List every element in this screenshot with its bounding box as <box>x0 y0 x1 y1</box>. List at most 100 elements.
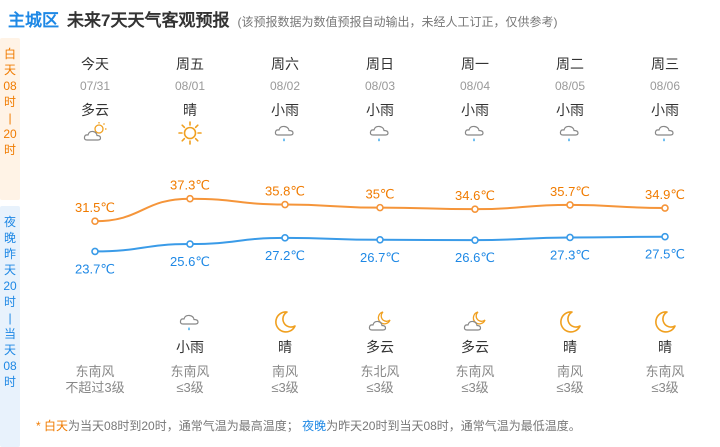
night-label-char: 时 <box>3 375 16 389</box>
area-name[interactable]: 主城区 <box>8 11 59 30</box>
weekday-label: 今天 <box>81 56 109 72</box>
low-temp-label: 26.7℃ <box>360 250 400 265</box>
high-temp-point <box>661 204 669 212</box>
weekday-label: 周六 <box>271 56 299 72</box>
footer-day-keyword: 白天 <box>44 419 69 433</box>
high-temp-label: 31.5℃ <box>75 200 115 215</box>
wind-direction: 南风 <box>556 364 583 379</box>
light-rain-icon <box>557 120 583 146</box>
night-weather-label: 晴 <box>563 339 577 355</box>
high-temp-point <box>91 217 99 225</box>
wind-level: ≤3级 <box>271 380 299 395</box>
weekday-label: 周日 <box>366 56 394 72</box>
high-temp-point <box>471 205 479 213</box>
high-temp-point <box>376 203 384 212</box>
night-weather-label: 晴 <box>278 339 292 355</box>
page-header: 主城区 未来7天天气客观预报 (该预报数据为数值预报自动输出，未经人工订正，仅供… <box>8 6 558 30</box>
light-rain-icon <box>177 309 203 335</box>
cloudy-night-icon <box>462 309 488 335</box>
low-temp-label: 27.3℃ <box>550 247 590 262</box>
footer-star: * <box>36 419 41 433</box>
footer-night-text: 为昨天20时到当天08时，通常气温为最低温度。 <box>326 419 581 433</box>
date-label: 08/02 <box>269 79 301 93</box>
date-label: 08/06 <box>649 79 681 93</box>
low-temp-point <box>376 235 384 244</box>
wind-direction: 东南风 <box>455 364 495 379</box>
night-label-char: 昨 <box>3 247 16 261</box>
night-weather-label: 多云 <box>366 339 394 355</box>
high-temp-point <box>281 200 289 209</box>
day-label-char: 时 <box>3 143 16 157</box>
date-label: 07/31 <box>79 79 111 93</box>
low-temp-point <box>186 240 194 248</box>
day-label-char: 20 <box>3 127 17 141</box>
low-temp-label: 23.7℃ <box>75 261 115 276</box>
night-label-char: 时 <box>3 295 16 309</box>
night-label-char: 当 <box>3 327 16 341</box>
cloudy-night-icon <box>367 309 393 335</box>
night-label-char: 08 <box>3 359 17 373</box>
high-temp-label: 37.3℃ <box>170 178 210 193</box>
day-weather-label: 小雨 <box>461 102 489 118</box>
night-label-char: | <box>8 311 12 325</box>
high-temp-label: 35℃ <box>365 187 394 202</box>
weekday-label: 周五 <box>176 56 204 72</box>
sun-icon <box>177 120 203 146</box>
day-label-char: 时 <box>3 95 16 109</box>
weekday-label: 周二 <box>556 56 584 72</box>
light-rain-icon <box>272 120 298 146</box>
low-temp-point <box>566 233 574 242</box>
high-temp-label: 34.6℃ <box>455 188 495 203</box>
weekday-label: 周一 <box>461 56 489 72</box>
wind-direction: 东南风 <box>645 364 685 379</box>
day-label-char: 天 <box>3 63 16 77</box>
disclaimer-note: (该预报数据为数值预报自动输出，未经人工订正，仅供参考) <box>237 15 558 29</box>
high-temp-label: 35.8℃ <box>265 184 305 199</box>
day-weather-label: 小雨 <box>366 102 394 118</box>
wind-level: ≤3级 <box>176 380 204 395</box>
footer-night-keyword: 夜晚 <box>302 419 327 433</box>
day-label-char: 白 <box>3 47 16 61</box>
wind-level: ≤3级 <box>556 380 584 395</box>
date-label: 08/03 <box>364 79 396 93</box>
day-weather-label: 小雨 <box>651 102 679 118</box>
date-label: 08/01 <box>174 79 206 93</box>
night-label-char: 天 <box>3 343 16 357</box>
high-temp-point <box>566 201 574 209</box>
light-rain-icon <box>462 120 488 146</box>
high-temp-label: 35.7℃ <box>550 184 590 199</box>
wind-level: 不超过3级 <box>65 380 125 395</box>
wind-level: ≤3级 <box>366 380 394 395</box>
moon-icon <box>652 309 678 335</box>
light-rain-icon <box>652 120 678 146</box>
low-temp-label: 26.6℃ <box>455 250 495 265</box>
high-temp-point <box>186 194 194 203</box>
low-temp-point <box>281 234 289 242</box>
night-weather-label: 晴 <box>658 339 672 355</box>
moon-icon <box>272 309 298 335</box>
day-label-char: | <box>8 111 12 125</box>
page-title: 未来7天天气客观预报 <box>67 11 230 30</box>
nighttime-label-bar: 夜晚昨天 20 时 | 当天 08 时 <box>0 206 20 447</box>
daytime-label-bar: 白天 08 时 | 20 时 <box>0 38 20 200</box>
moon-icon <box>557 309 583 335</box>
wind-direction: 东南风 <box>75 364 115 379</box>
low-temp-point <box>91 247 99 256</box>
day-label-char: 08 <box>3 79 17 93</box>
day-weather-label: 多云 <box>81 102 109 118</box>
low-temp-label: 27.5℃ <box>645 247 685 262</box>
night-weather-label: 小雨 <box>176 339 204 355</box>
low-temp-point <box>661 232 669 241</box>
day-weather-label: 小雨 <box>556 102 584 118</box>
date-label: 08/05 <box>554 79 586 93</box>
low-temp-point <box>471 236 479 244</box>
night-label-char: 天 <box>3 263 16 277</box>
date-label: 08/04 <box>459 79 491 93</box>
night-label-char: 夜 <box>3 215 16 229</box>
wind-level: ≤3级 <box>651 380 679 395</box>
night-weather-label: 多云 <box>461 339 489 355</box>
night-label-char: 20 <box>3 279 17 293</box>
light-rain-icon <box>367 120 393 146</box>
wind-direction: 东北风 <box>360 364 400 379</box>
